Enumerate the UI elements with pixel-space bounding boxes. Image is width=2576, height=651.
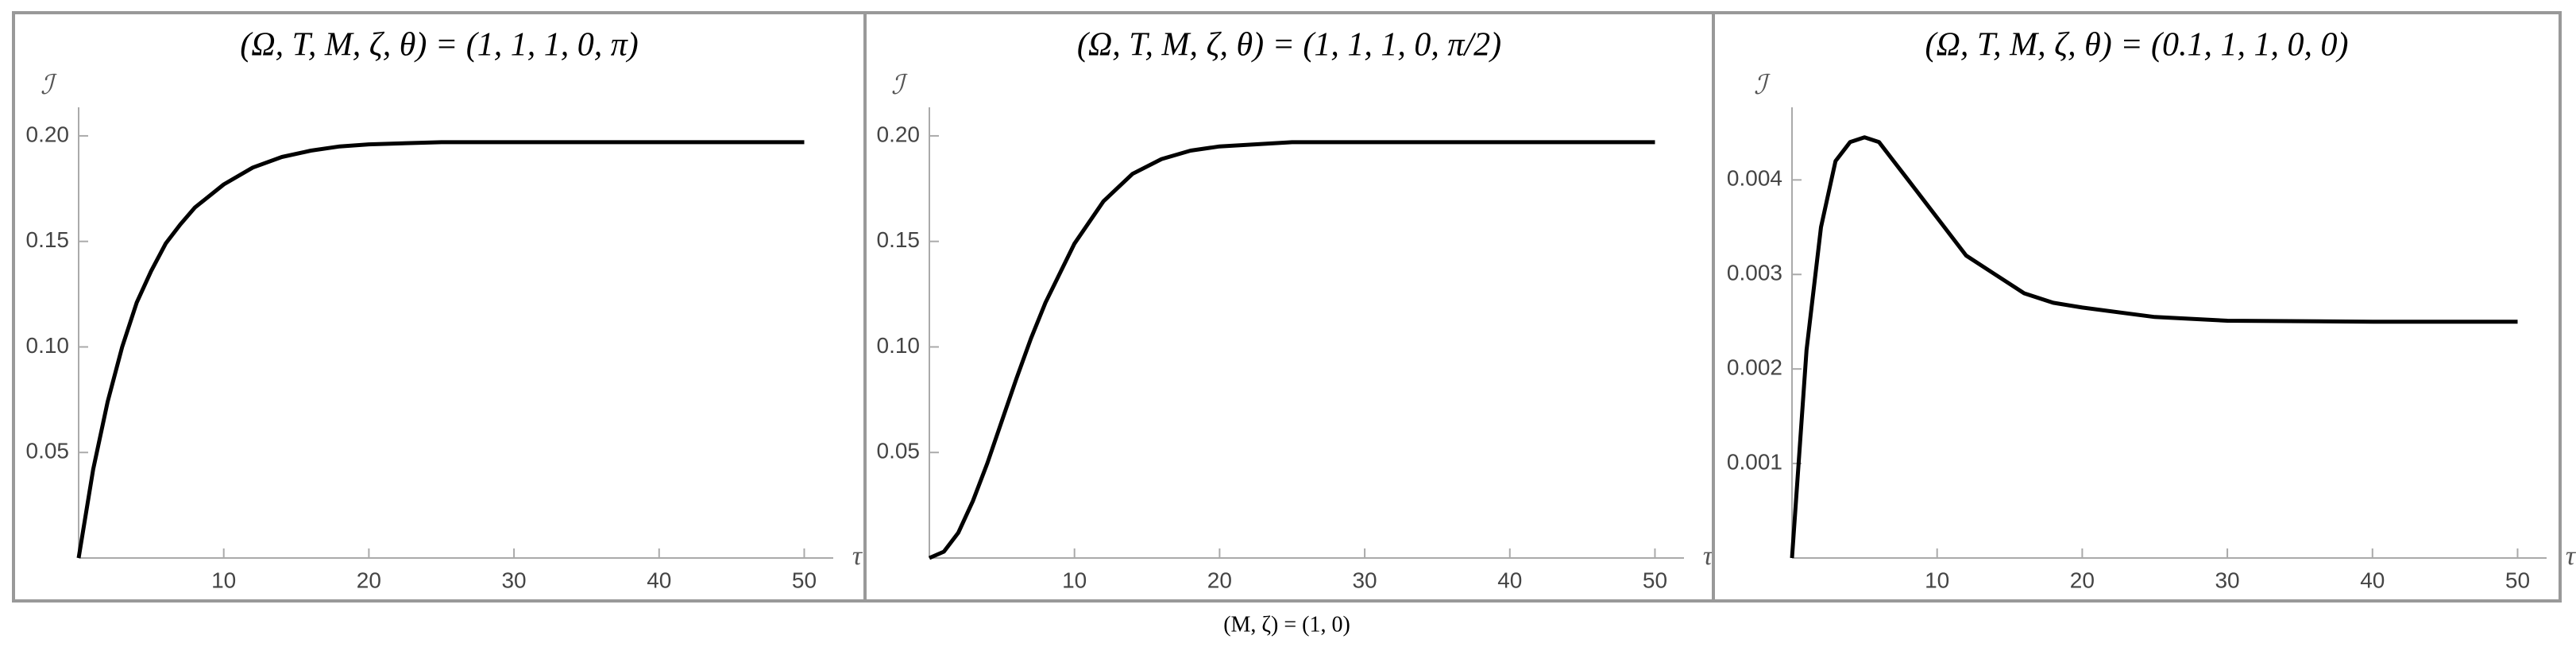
x-tick-label: 40	[647, 568, 671, 592]
y-tick-label: 0.20	[877, 122, 921, 146]
line	[76, 140, 805, 559]
y-tick-label: 0.10	[26, 333, 70, 358]
x-tick-label: 50	[2505, 568, 2530, 592]
y-axis-label: ℐ	[1754, 71, 1771, 100]
line	[1790, 135, 2518, 559]
x-tick-label: 40	[2360, 568, 2385, 592]
x-tick-label: 10	[1925, 568, 1949, 592]
y-tick-label: 0.15	[877, 227, 921, 252]
x-tick-label: 10	[1062, 568, 1087, 592]
panel-frame	[1712, 11, 2562, 603]
chart-title: (Ω, T, M, ζ, θ) = (0.1, 1, 1, 0, 0)	[1925, 27, 2348, 64]
y-axis-label: ℐ	[41, 71, 57, 100]
y-tick-label: 0.20	[26, 122, 70, 146]
panel-frame	[12, 11, 867, 603]
y-tick-label: 0.002	[1727, 355, 1782, 380]
chart-title: (Ω, T, M, ζ, θ) = (1, 1, 1, 0, π)	[240, 27, 639, 64]
x-axis-label: τ	[1703, 541, 1714, 571]
x-tick-label: 40	[1497, 568, 1522, 592]
x-tick-label: 30	[2215, 568, 2239, 592]
x-tick-label: 50	[792, 568, 817, 592]
x-tick-label: 10	[211, 568, 236, 592]
x-tick-label: 20	[2070, 568, 2095, 592]
y-tick-label: 0.15	[26, 227, 70, 252]
y-tick-label: 0.001	[1727, 449, 1782, 474]
y-tick-label: 0.10	[877, 333, 921, 358]
x-axis-label: τ	[852, 541, 863, 571]
x-tick-label: 20	[357, 568, 381, 592]
x-tick-label: 30	[501, 568, 526, 592]
x-tick-label: 20	[1207, 568, 1232, 592]
caption: (M, ζ) = (1, 0)	[1223, 612, 1350, 637]
y-tick-label: 0.004	[1727, 166, 1782, 191]
y-tick-label: 0.05	[877, 439, 921, 463]
x-tick-label: 50	[1643, 568, 1667, 592]
y-axis-label: ℐ	[891, 71, 908, 100]
x-tick-label: 30	[1352, 568, 1377, 592]
x-axis-label: τ	[2566, 541, 2576, 571]
chart-title: (Ω, T, M, ζ, θ) = (1, 1, 1, 0, π/2)	[1077, 27, 1501, 64]
y-tick-label: 0.003	[1727, 261, 1782, 285]
line	[928, 140, 1655, 560]
panel-frame	[863, 11, 1715, 603]
y-tick-label: 0.05	[26, 439, 70, 463]
